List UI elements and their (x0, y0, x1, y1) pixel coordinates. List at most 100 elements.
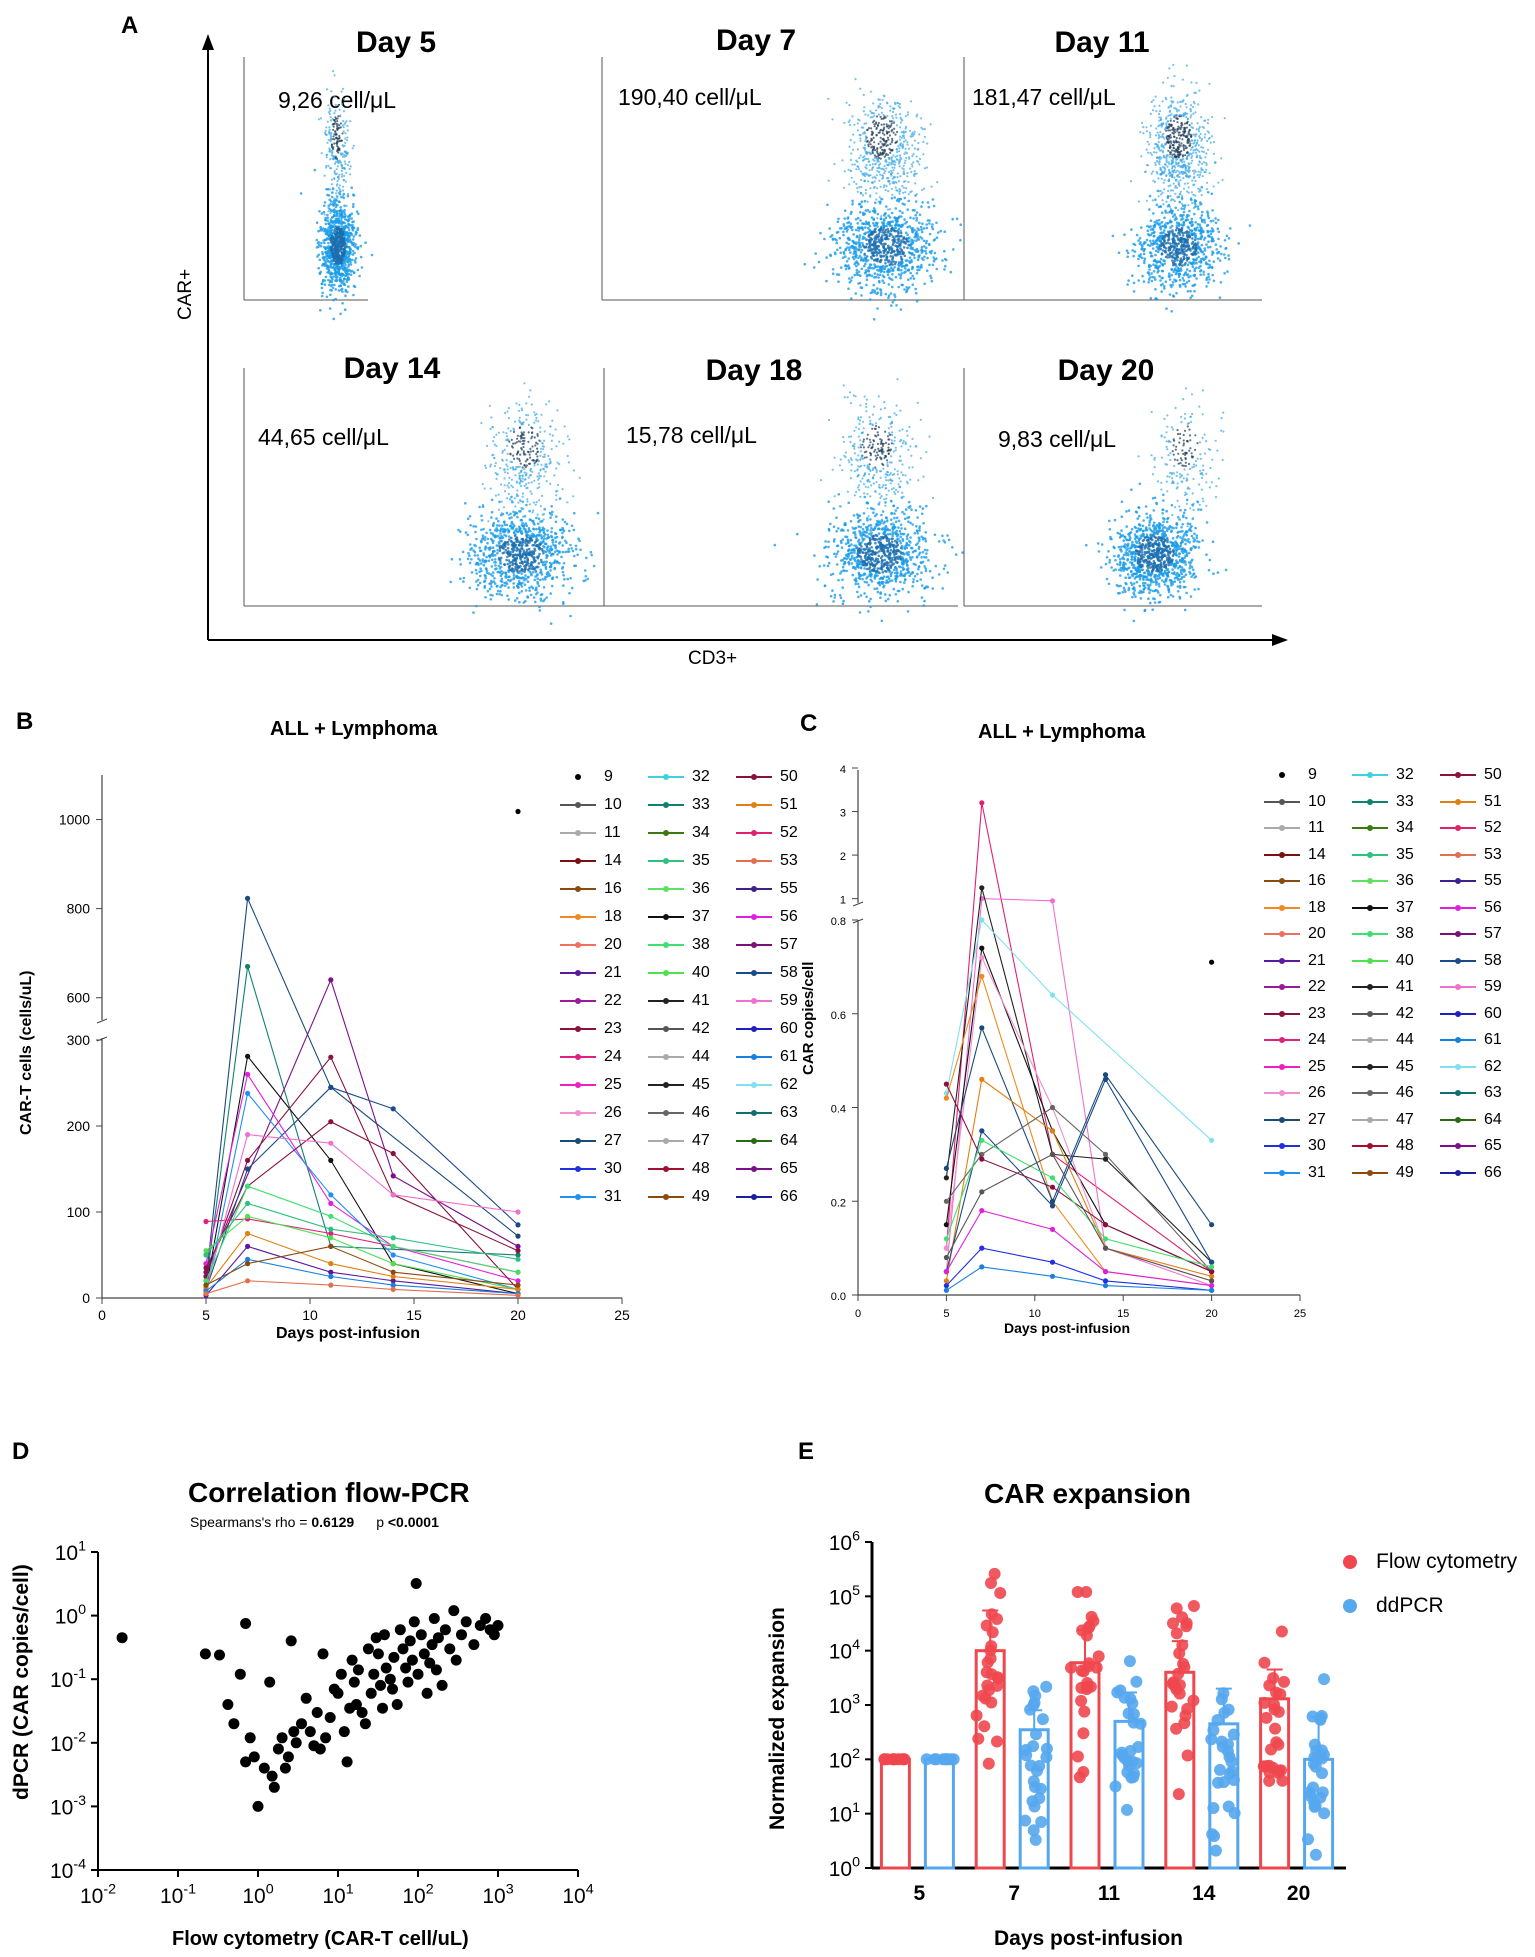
flow-event-dot (1151, 199, 1154, 202)
flow-event-dot (935, 236, 939, 239)
flow-event-dot (336, 117, 339, 120)
flow-event-dot (524, 541, 527, 545)
flow-event-dot (527, 575, 530, 579)
flow-event-dot (1227, 237, 1231, 240)
flow-event-dot (899, 276, 902, 280)
flow-event-dot (844, 255, 847, 258)
flow-event-dot (876, 287, 879, 290)
flow-event-dot (515, 597, 519, 600)
flow-event-dot (1160, 252, 1164, 255)
flow-event-dot (333, 251, 337, 255)
flow-event-dot (928, 232, 932, 236)
flow-event-dot (1179, 257, 1183, 260)
flow-event-dot (524, 567, 527, 571)
flow-event-dot (875, 244, 878, 248)
flow-event-dot (1208, 278, 1211, 281)
flow-event-dot (1178, 263, 1182, 267)
flow-event-dot (334, 160, 337, 164)
flow-event-dot (1192, 193, 1195, 196)
flow-event-dot (876, 225, 879, 228)
flow-event-dot (505, 582, 509, 586)
flow-event-dot (1162, 259, 1165, 262)
flow-event-dot (1190, 224, 1194, 227)
flow-event-dot (332, 231, 336, 235)
flow-event-dot (1203, 221, 1207, 224)
flow-event-dot (843, 217, 846, 220)
flow-event-dot (891, 107, 895, 110)
flow-event-dot (1179, 153, 1182, 156)
flow-event-dot (1169, 153, 1172, 156)
flow-event-dot (339, 122, 342, 125)
flow-event-dot (886, 177, 889, 180)
flow-event-dot (491, 550, 495, 553)
flow-event-dot (881, 132, 885, 135)
flow-event-dot (1196, 122, 1199, 125)
flow-event-dot (910, 170, 913, 174)
flow-event-dot (1177, 275, 1181, 279)
flow-event-dot (893, 216, 897, 220)
flow-event-dot (862, 235, 865, 239)
flow-event-dot (335, 189, 338, 192)
flow-event-dot (906, 208, 909, 211)
flow-event-dot (860, 200, 864, 203)
flow-event-dot (891, 273, 894, 276)
flow-event-dot (326, 219, 330, 222)
flow-event-dot (357, 212, 360, 216)
flow-event-dot (510, 522, 513, 525)
flow-event-dot (1226, 270, 1229, 273)
flow-event-dot (877, 238, 881, 241)
flow-event-dot (496, 549, 499, 552)
flow-event-dot (553, 536, 557, 540)
flow-event-dot (869, 143, 872, 146)
flow-event-dot (855, 254, 858, 257)
flow-event-dot (1183, 206, 1187, 209)
flow-event-dot (344, 271, 347, 274)
flow-event-dot (325, 237, 329, 240)
flow-event-dot (1149, 136, 1152, 139)
flow-event-dot (906, 141, 909, 144)
flow-event-dot (1158, 110, 1162, 113)
flow-event-dot (545, 560, 548, 563)
flow-event-dot (850, 176, 853, 179)
flow-event-dot (869, 249, 872, 252)
flow-event-dot (315, 221, 319, 224)
flow-event-dot (324, 129, 327, 132)
flow-event-dot (1186, 112, 1189, 115)
flow-event-dot (1173, 164, 1176, 168)
flow-event-dot (483, 586, 487, 589)
flow-event-dot (904, 159, 907, 162)
flow-event-dot (877, 121, 880, 125)
flow-event-dot (475, 572, 479, 575)
flow-plot-value: 9,83 cell/μL (998, 426, 1117, 452)
flow-event-dot (541, 561, 545, 564)
flow-event-dot (878, 113, 881, 116)
flow-event-dot (358, 274, 361, 278)
flow-event-dot (914, 200, 918, 203)
flow-event-dot (1206, 181, 1209, 184)
flow-event-dot (1164, 96, 1167, 99)
flow-event-dot (894, 133, 897, 136)
flow-event-dot (825, 279, 828, 283)
flow-event-dot (1198, 89, 1201, 92)
flow-event-dot (902, 246, 906, 249)
flow-event-dot (886, 136, 890, 139)
flow-event-dot (914, 291, 918, 295)
flow-event-dot (1145, 238, 1149, 242)
flow-event-dot (562, 574, 565, 577)
flow-event-dot (892, 162, 895, 165)
flow-event-dot (885, 167, 888, 170)
flow-event-dot (911, 144, 914, 147)
flow-event-dot (467, 551, 470, 555)
flow-event-dot (497, 541, 501, 544)
flow-event-dot (1149, 228, 1153, 231)
flow-event-dot (333, 209, 336, 212)
flow-event-dot (1198, 126, 1201, 129)
flow-event-dot (1142, 126, 1145, 129)
flow-event-dot (490, 585, 493, 588)
flow-event-dot (470, 547, 474, 550)
flow-event-dot (1190, 156, 1193, 160)
flow-event-dot (916, 227, 919, 230)
flow-event-dot (1170, 211, 1174, 215)
flow-event-dot (562, 562, 566, 565)
flow-event-dot (1192, 142, 1195, 145)
